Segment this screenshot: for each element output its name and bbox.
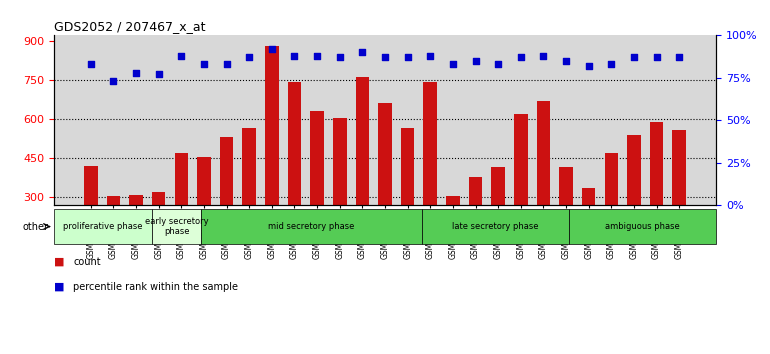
Text: GDS2052 / 207467_x_at: GDS2052 / 207467_x_at <box>54 20 206 33</box>
Point <box>401 55 413 60</box>
Point <box>651 55 663 60</box>
Point <box>266 46 278 52</box>
Bar <box>333 118 346 276</box>
Bar <box>537 101 551 276</box>
Point <box>628 55 640 60</box>
Bar <box>84 166 98 276</box>
Point <box>447 62 459 67</box>
Point <box>288 53 300 59</box>
Point <box>311 53 323 59</box>
Point <box>492 62 504 67</box>
Bar <box>446 196 460 276</box>
Text: late secretory phase: late secretory phase <box>452 222 539 231</box>
Point <box>560 58 572 64</box>
Point <box>583 63 595 69</box>
Text: ■: ■ <box>54 282 65 292</box>
Point <box>152 72 165 77</box>
Bar <box>627 135 641 276</box>
Bar <box>310 111 324 276</box>
Bar <box>106 196 120 276</box>
Text: early secretory
phase: early secretory phase <box>145 217 209 236</box>
Bar <box>424 82 437 276</box>
Text: ■: ■ <box>54 257 65 267</box>
Bar <box>514 114 527 276</box>
Point <box>243 55 256 60</box>
Bar <box>197 157 211 276</box>
Bar <box>650 122 664 276</box>
Bar <box>288 82 301 276</box>
Text: proliferative phase: proliferative phase <box>63 222 142 231</box>
Point <box>514 55 527 60</box>
Point <box>379 55 391 60</box>
Point <box>85 62 97 67</box>
Bar <box>243 128 256 276</box>
Bar <box>356 77 369 276</box>
Bar <box>129 195 143 276</box>
Bar <box>219 137 233 276</box>
Text: mid secretory phase: mid secretory phase <box>268 222 355 231</box>
Point <box>333 55 346 60</box>
Point <box>198 62 210 67</box>
Bar <box>582 188 595 276</box>
Point <box>220 62 233 67</box>
Bar <box>401 128 414 276</box>
Text: ambiguous phase: ambiguous phase <box>605 222 680 231</box>
Text: percentile rank within the sample: percentile rank within the sample <box>73 282 238 292</box>
Bar <box>604 153 618 276</box>
Bar <box>559 167 573 276</box>
Bar <box>152 192 166 276</box>
Point <box>175 53 187 59</box>
Point <box>357 50 369 55</box>
Point <box>107 79 119 84</box>
Bar <box>265 46 279 276</box>
Point <box>537 53 550 59</box>
Point <box>673 55 685 60</box>
Bar <box>378 103 392 276</box>
Text: other: other <box>22 222 49 232</box>
Text: count: count <box>73 257 101 267</box>
Point <box>130 70 142 76</box>
Bar <box>175 153 188 276</box>
Point <box>605 62 618 67</box>
Bar <box>672 130 686 276</box>
Point <box>470 58 482 64</box>
Bar <box>491 167 505 276</box>
Point <box>424 53 437 59</box>
Bar <box>469 177 482 276</box>
